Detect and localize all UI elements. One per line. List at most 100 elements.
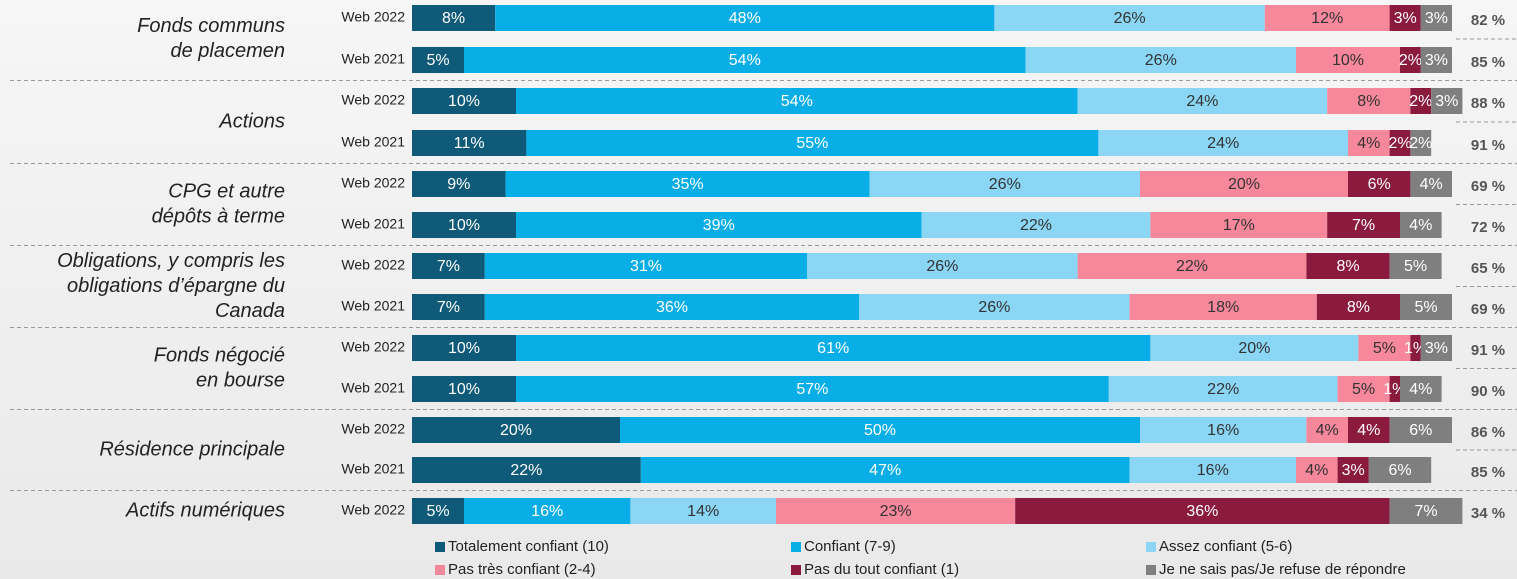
total-label: 88 % [1471, 95, 1505, 112]
bar-segment [1410, 171, 1452, 197]
segment-label: 4% [1409, 217, 1432, 234]
legend-swatch [1146, 565, 1156, 575]
segment-label: 3% [1394, 10, 1417, 27]
bar-segment [1420, 5, 1452, 31]
row-label: Web 2022 [341, 257, 405, 273]
total-label: 69 % [1471, 178, 1505, 195]
segment-label: 31% [630, 258, 662, 275]
segment-label: 12% [1311, 10, 1343, 27]
bar-segment [1410, 335, 1421, 361]
segment-label: 20% [1228, 176, 1260, 193]
segment-label: 17% [1223, 217, 1255, 234]
bar-segment [1348, 417, 1390, 443]
segment-label: 5% [1404, 258, 1427, 275]
segment-label: 3% [1435, 93, 1458, 110]
legend-swatch [791, 565, 801, 575]
legend-swatch [1146, 542, 1156, 552]
segment-label: 26% [1114, 10, 1146, 27]
segment-label: 8% [1336, 258, 1359, 275]
segment-label: 4% [1316, 422, 1339, 439]
legend-swatch [435, 565, 445, 575]
total-label: 85 % [1471, 464, 1505, 481]
bar-segment [921, 212, 1151, 238]
segment-label: 8% [1357, 93, 1380, 110]
bar-segment [1420, 47, 1452, 73]
bar-segment [412, 212, 516, 238]
bar-segment [412, 5, 496, 31]
group-label: de placemen [170, 40, 285, 62]
segment-label: 22% [1020, 217, 1052, 234]
bar-segment [516, 212, 922, 238]
segment-label: 16% [531, 503, 563, 520]
bar-segment [994, 5, 1265, 31]
bar-segment [1077, 88, 1328, 114]
segment-label: 5% [1352, 381, 1375, 398]
total-label: 90 % [1471, 383, 1505, 400]
legend-label: Pas du tout confiant (1) [804, 561, 959, 578]
bar-segment [776, 498, 1016, 524]
bar-segment [1129, 294, 1317, 320]
segment-label: 36% [656, 299, 688, 316]
bar-segment [1368, 457, 1432, 483]
bar-segment [869, 171, 1140, 197]
total-label: 72 % [1471, 219, 1505, 236]
bar-segment [630, 498, 776, 524]
bar-segment [1296, 457, 1338, 483]
group-label: Résidence principale [99, 438, 285, 460]
segment-label: 2% [1409, 135, 1432, 152]
legend-swatch [791, 542, 801, 552]
bar-segment [1400, 376, 1442, 402]
total-label: 82 % [1471, 12, 1505, 29]
segment-label: 26% [1145, 52, 1177, 69]
segment-label: 39% [703, 217, 735, 234]
bar-segment [412, 417, 620, 443]
bar-segment [1400, 47, 1421, 73]
segment-label: 22% [510, 462, 542, 479]
bar-segment [1296, 47, 1400, 73]
segment-label: 6% [1388, 462, 1411, 479]
bar-segment [464, 47, 1026, 73]
bar-segment [1337, 457, 1369, 483]
bar-segment [1150, 335, 1359, 361]
bar-segment [1327, 88, 1411, 114]
bar-segment [1389, 5, 1421, 31]
bar-segment [1389, 376, 1400, 402]
bar-segment [1348, 171, 1411, 197]
segment-label: 10% [448, 381, 480, 398]
segment-label: 4% [1305, 462, 1328, 479]
group-label: dépôts à terme [152, 205, 285, 227]
segment-label: 7% [1414, 503, 1437, 520]
segment-label: 24% [1207, 135, 1239, 152]
row-label: Web 2021 [341, 134, 405, 150]
bar-segment [412, 376, 516, 402]
bar-segment [412, 457, 641, 483]
segment-label: 5% [1414, 299, 1437, 316]
bar-segment [807, 253, 1078, 279]
bar-segment [1108, 376, 1338, 402]
total-label: 34 % [1471, 505, 1505, 522]
segment-label: 26% [926, 258, 958, 275]
segment-label: 4% [1409, 381, 1432, 398]
segment-label: 8% [1347, 299, 1370, 316]
bar-segment [1358, 335, 1411, 361]
bar-segment [412, 171, 506, 197]
segment-label: 22% [1207, 381, 1239, 398]
segment-label: 24% [1186, 93, 1218, 110]
segment-label: 7% [437, 258, 460, 275]
bar-segment [1264, 5, 1390, 31]
bar-segment [859, 294, 1130, 320]
segment-label: 26% [989, 176, 1021, 193]
segment-label: 3% [1342, 462, 1365, 479]
bar-segment [1410, 88, 1432, 114]
bar-segment [1410, 130, 1432, 156]
segment-label: 20% [1238, 340, 1270, 357]
bar-segment [526, 130, 1099, 156]
bar-segment [1337, 376, 1390, 402]
row-label: Web 2022 [341, 9, 405, 25]
group-label: Obligations, y compris les [57, 250, 285, 272]
bar-segment [1140, 417, 1307, 443]
bar-segment [1316, 294, 1400, 320]
segment-label: 10% [448, 93, 480, 110]
row-label: Web 2022 [341, 421, 405, 437]
